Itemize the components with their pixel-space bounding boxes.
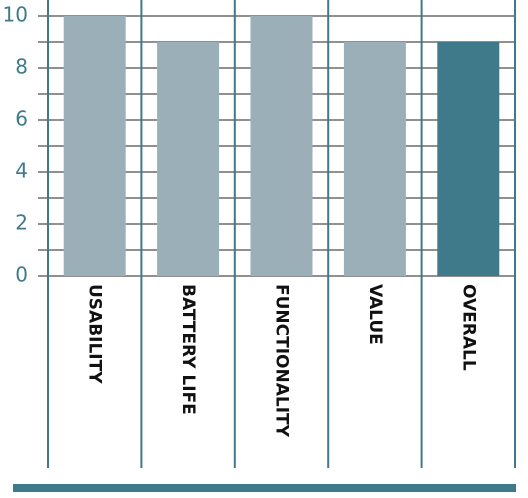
x-tick-label: BATTERY LIFE [178, 284, 198, 415]
x-tick-label: VALUE [365, 284, 385, 345]
bar [250, 16, 313, 276]
x-tick-label: OVERALL [458, 284, 478, 371]
y-tick-label: 6 [15, 107, 28, 131]
bottom-bar [13, 484, 516, 492]
x-tick-label: FUNCTIONALITY [272, 284, 292, 438]
bar [437, 42, 500, 276]
bar [343, 42, 406, 276]
bar [157, 42, 220, 276]
y-tick-label: 2 [15, 211, 28, 235]
y-tick-label: 8 [15, 55, 28, 79]
y-tick-label: 0 [15, 263, 28, 287]
y-tick-label: 10 [3, 3, 28, 27]
y-tick-label: 4 [15, 159, 28, 183]
bar [63, 16, 126, 276]
x-tick-label: USABILITY [85, 284, 105, 384]
